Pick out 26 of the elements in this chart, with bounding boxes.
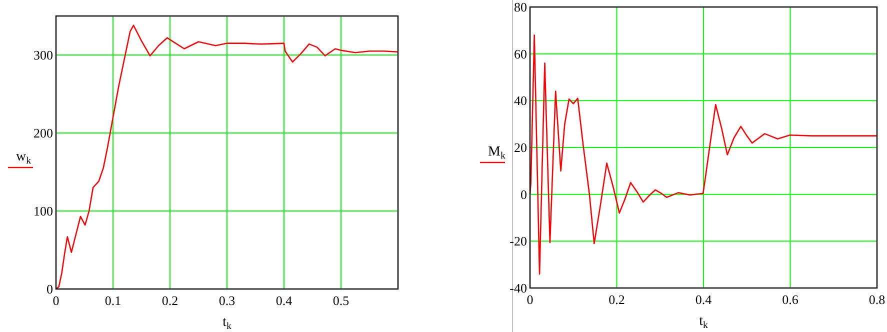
x-tick-label: 0.2: [162, 293, 178, 308]
y-tick-label: 300: [34, 48, 53, 62]
x-tick-label: 0.4: [276, 293, 293, 308]
x-tick-label: 0.6: [782, 292, 799, 307]
x-tick-label: 0.3: [218, 293, 236, 308]
line-series: [55, 24, 399, 290]
y-tick-label: -20: [510, 234, 527, 249]
x-tick-label: 0.4: [695, 292, 712, 307]
x-axis-title: t$_{k}$: [699, 314, 708, 331]
x-tick-label: 0.2: [608, 292, 625, 307]
y-tick-label: 20: [514, 140, 527, 155]
y-axis-title: w$_{k}$: [16, 150, 32, 166]
x-axis-title: t$_{k}$: [222, 315, 232, 332]
y-tick-label: 0: [46, 282, 53, 296]
y-tick-label: -40: [510, 280, 527, 296]
y-tick-label: 40: [514, 93, 527, 108]
x-tick-label: 0.1: [104, 293, 122, 308]
y-tick-label: 80: [514, 0, 527, 14]
y-tick-label: 60: [514, 46, 527, 62]
x-tick-label: 0.8: [868, 292, 886, 307]
y-tick-label: 0: [520, 186, 527, 202]
y-tick-label: 200: [34, 126, 53, 140]
x-tick-label: 0.5: [332, 293, 350, 308]
line-series: [529, 34, 878, 275]
y-tick-label: 100: [34, 204, 53, 218]
y-axis-title: M$_{k}$: [488, 144, 506, 162]
